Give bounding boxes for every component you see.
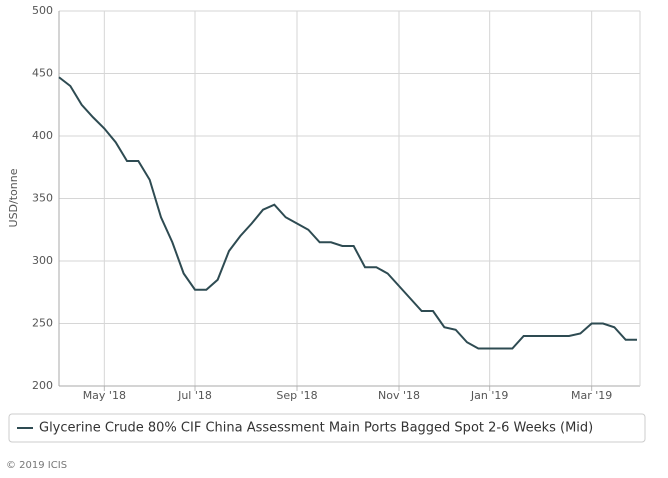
x-tick-label: Jan '19 bbox=[470, 389, 508, 402]
y-axis-label: USD/tonne bbox=[7, 168, 20, 227]
y-tick-label: 450 bbox=[32, 67, 53, 80]
footer: © 2019 ICIS bbox=[6, 460, 67, 471]
x-tick-label: May '18 bbox=[83, 389, 126, 402]
y-tick-label: 200 bbox=[32, 379, 53, 392]
x-tick-label: Jul '18 bbox=[177, 389, 212, 402]
x-tick-label: Nov '18 bbox=[378, 389, 420, 402]
y-tick-label: 400 bbox=[32, 129, 53, 142]
data-line bbox=[58, 76, 637, 350]
x-tick-label: Sep '18 bbox=[276, 389, 317, 402]
y-tick-label: 300 bbox=[32, 254, 53, 267]
y-tick-label: 500 bbox=[32, 4, 53, 17]
y-tick-label: 250 bbox=[32, 317, 53, 330]
legend-box bbox=[8, 413, 646, 443]
legend-item[interactable]: Glycerine Crude 80% CIF China Assessment… bbox=[39, 421, 593, 436]
x-tick-label: Mar '19 bbox=[571, 389, 612, 402]
y-tick-label: 350 bbox=[32, 192, 53, 205]
